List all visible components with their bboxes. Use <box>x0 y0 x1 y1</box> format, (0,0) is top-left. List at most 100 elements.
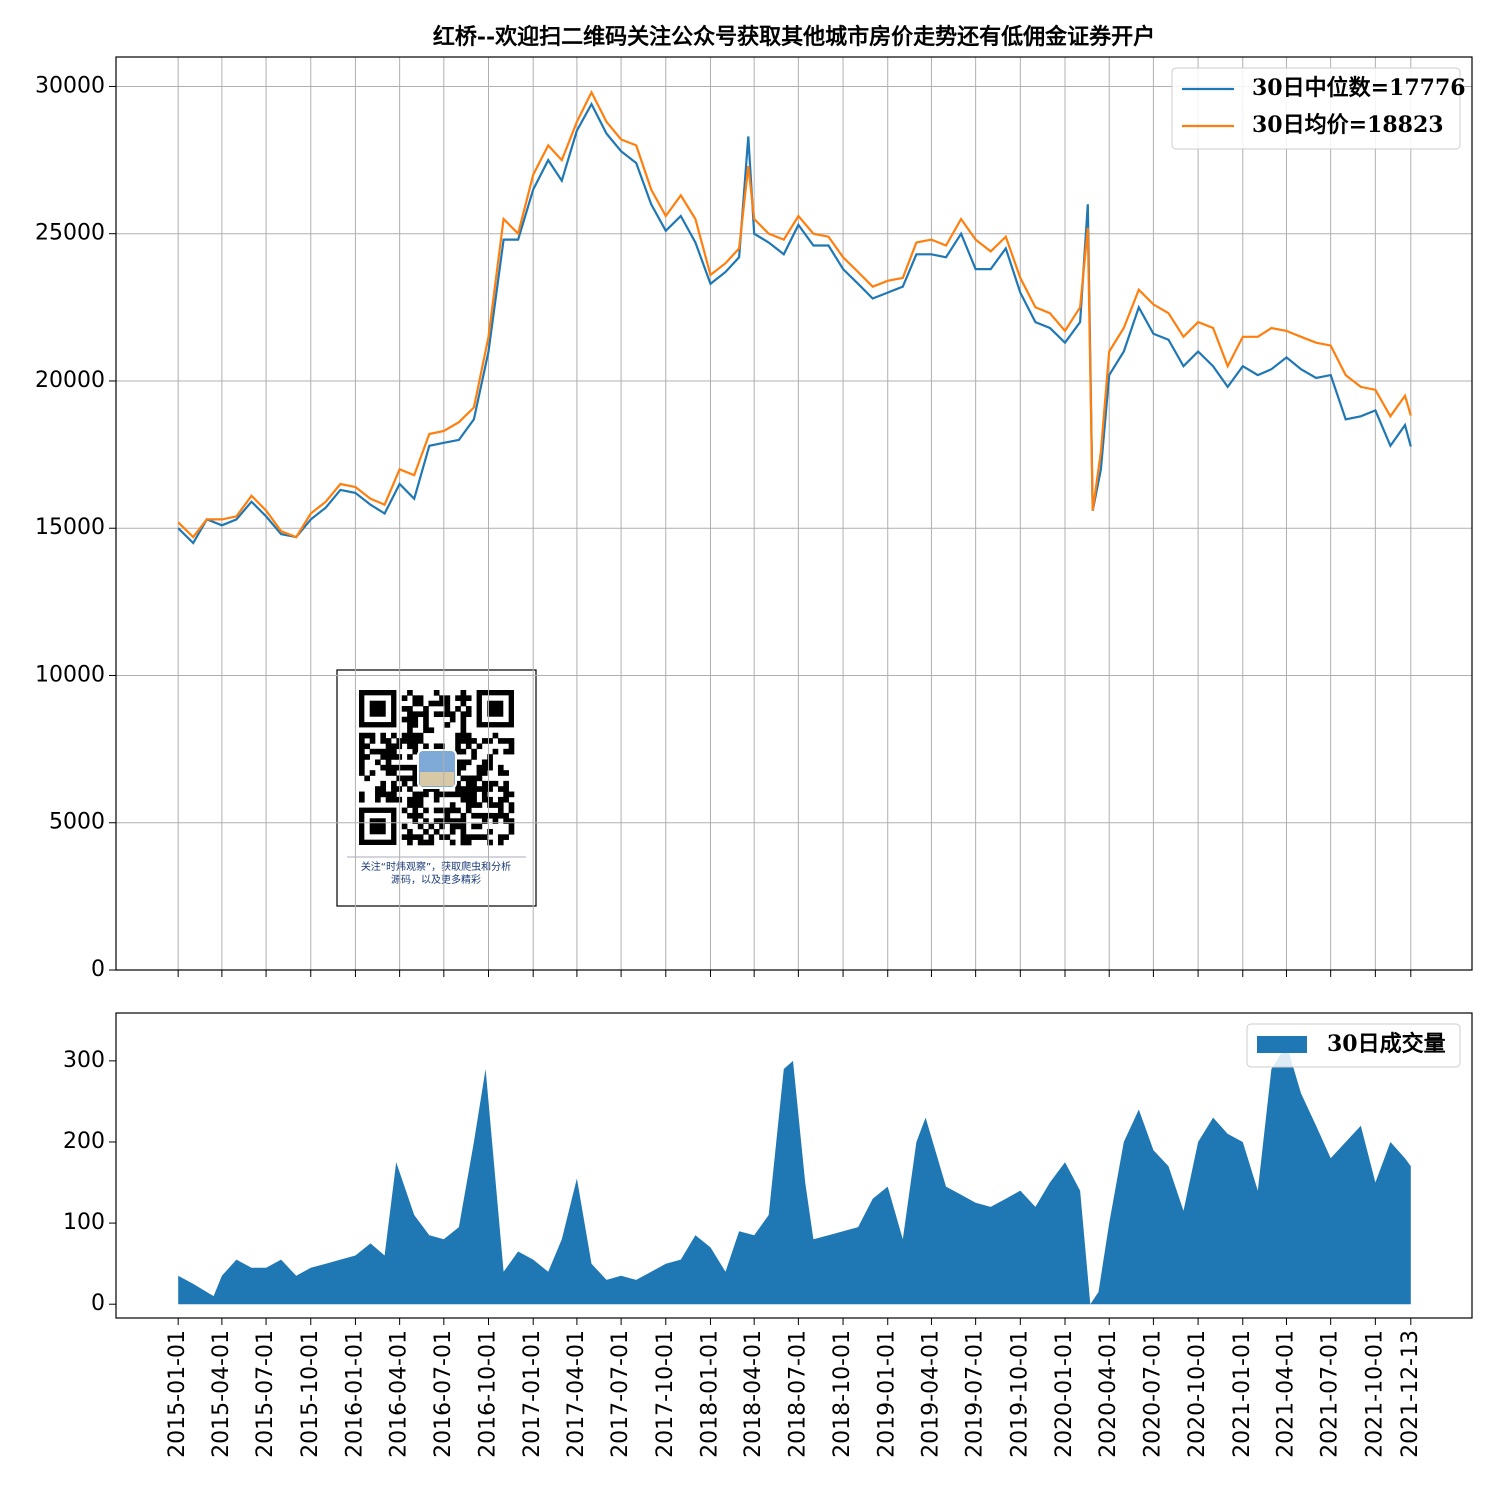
y-tick-label: 100 <box>63 1210 105 1235</box>
qr-module <box>417 700 424 707</box>
qr-module <box>391 780 397 787</box>
qr-module <box>455 823 461 830</box>
qr-module <box>481 786 488 792</box>
qr-module <box>481 780 488 787</box>
qr-module <box>385 754 392 760</box>
qr-module <box>503 738 509 744</box>
qr-module <box>412 743 419 750</box>
qr-module <box>465 775 472 782</box>
qr-module <box>487 759 493 766</box>
qr-module <box>492 802 499 808</box>
qr-module <box>417 802 424 808</box>
qr-module <box>433 711 440 718</box>
qr-module <box>412 812 419 819</box>
qr-module <box>380 738 387 744</box>
qr-module <box>455 695 461 701</box>
qr-module <box>471 780 477 787</box>
qr-module <box>476 743 483 750</box>
qr-module <box>439 711 445 718</box>
qr-module <box>380 748 387 755</box>
qr-module <box>423 722 429 728</box>
qr-module <box>455 743 461 750</box>
y-tick-label: 20000 <box>35 368 105 393</box>
qr-module <box>481 759 488 766</box>
qr-module <box>455 764 461 771</box>
qr-module <box>465 807 472 814</box>
qr-module <box>359 732 365 739</box>
qr-module <box>364 775 370 782</box>
qr-module <box>471 823 477 830</box>
qr-module <box>460 775 467 782</box>
qr-module <box>487 796 493 803</box>
qr-module <box>401 732 408 739</box>
qr-module <box>391 732 397 739</box>
qr-module <box>444 695 451 701</box>
data-area <box>178 1044 1411 1305</box>
x-tick-label: 2015-01-01 <box>165 1330 190 1458</box>
qr-module <box>423 818 429 824</box>
qr-module <box>407 775 413 782</box>
qr-finder <box>369 700 386 717</box>
x-tick-label: 2019-07-01 <box>963 1330 988 1458</box>
qr-module <box>460 759 467 766</box>
x-tick-label: 2021-01-01 <box>1230 1330 1255 1458</box>
qr-module <box>471 802 477 808</box>
qr-module <box>476 775 483 782</box>
qr-module <box>497 786 504 792</box>
qr-module <box>359 738 365 744</box>
legend-label: 30日中位数=17776 <box>1252 75 1466 101</box>
qr-module <box>481 812 488 819</box>
qr-module <box>369 738 376 744</box>
qr-module <box>497 796 504 803</box>
qr-module <box>481 818 488 824</box>
legend-swatch <box>1257 1036 1307 1053</box>
qr-module <box>465 695 472 701</box>
qr-module <box>449 823 456 830</box>
qr-module <box>460 722 467 728</box>
qr-module <box>444 812 451 819</box>
qr-module <box>497 764 504 771</box>
qr-module <box>503 834 509 840</box>
qr-module <box>412 796 419 803</box>
qr-module <box>476 823 483 830</box>
qr-module <box>508 738 515 744</box>
qr-module <box>433 690 440 696</box>
qr-module <box>476 786 483 792</box>
qr-module <box>503 780 509 787</box>
qr-module <box>412 738 419 744</box>
qr-finder <box>487 700 504 717</box>
qr-module <box>417 695 424 701</box>
qr-module <box>407 722 413 728</box>
qr-module <box>407 828 413 835</box>
qr-module <box>407 754 413 760</box>
x-tick-label: 2016-10-01 <box>476 1330 501 1458</box>
qr-module <box>439 818 445 824</box>
qr-module <box>481 796 488 803</box>
qr-module <box>407 690 413 696</box>
qr-module <box>487 828 493 835</box>
qr-module <box>449 828 456 835</box>
x-tick-label: 2015-10-01 <box>298 1330 323 1458</box>
qr-module <box>455 818 461 824</box>
qr-module <box>428 700 435 707</box>
qr-module <box>492 780 499 787</box>
qr-module <box>391 764 397 771</box>
qr-module <box>412 802 419 808</box>
qr-module <box>407 812 413 819</box>
qr-module <box>401 695 408 701</box>
qr-module <box>487 780 493 787</box>
qr-module <box>428 834 435 840</box>
qr-module <box>439 695 445 701</box>
qr-module <box>465 834 472 840</box>
qr-caption: 源码，以及更多精彩 <box>391 873 481 886</box>
qr-module <box>407 738 413 744</box>
x-tick-label: 2017-04-01 <box>564 1330 589 1458</box>
qr-module <box>508 818 515 824</box>
x-tick-label: 2021-07-01 <box>1318 1330 1343 1458</box>
y-tick-label: 30000 <box>35 73 105 98</box>
qr-module <box>412 775 419 782</box>
x-tick-label: 2020-04-01 <box>1096 1330 1121 1458</box>
x-tick-label: 2015-07-01 <box>253 1330 278 1458</box>
qr-module <box>423 828 429 835</box>
legend-box <box>1246 1023 1461 1068</box>
